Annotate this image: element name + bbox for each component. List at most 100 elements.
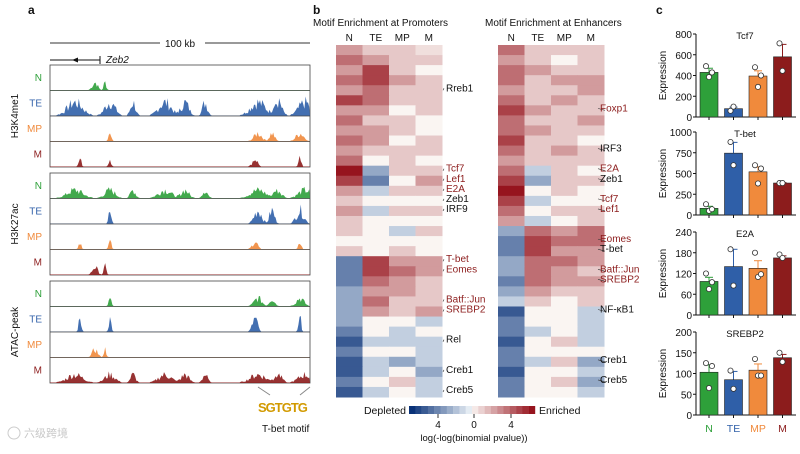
label-connector: [442, 269, 445, 272]
y-tick-label: 120: [675, 270, 692, 281]
heatmap-cell: [524, 135, 552, 147]
heatmap-cell: [362, 135, 390, 147]
heatmap-cell: [498, 356, 525, 368]
heatmap-cell: [498, 236, 525, 247]
panel-letter-c: c: [656, 3, 663, 17]
y-tick-label: 240: [675, 228, 692, 239]
heatmap-cell: [336, 236, 363, 247]
heatmap-cell: [336, 246, 363, 257]
heatmap-cell: [577, 195, 605, 207]
heatmap-cell: [551, 75, 578, 86]
heatmap-cell: [551, 316, 578, 328]
data-point: [752, 64, 759, 71]
legend-tick-label: 0: [471, 420, 477, 431]
y-axis-label: Expression: [658, 349, 669, 398]
label-connector: [442, 88, 445, 91]
heatmap-cell: [336, 55, 363, 66]
heatmap-cell: [336, 386, 363, 398]
heatmap-cell: [415, 165, 443, 177]
heatmap-cell: [389, 105, 416, 116]
motif-label: E2A: [446, 184, 465, 195]
heatmap-cell: [577, 215, 605, 227]
y-tick-label: 0: [686, 211, 692, 222]
data-point: [752, 162, 759, 169]
heatmap-cell: [362, 55, 390, 66]
data-point: [776, 349, 783, 356]
heatmap-cell: [362, 95, 390, 106]
signal-track-te: [50, 204, 310, 224]
y-tick-label: 0: [686, 311, 692, 322]
heatmap-cell: [362, 85, 390, 96]
heatmap-cell: [524, 65, 552, 76]
data-point: [779, 358, 786, 365]
heatmap-column-label: N: [508, 33, 515, 44]
motif-label: E2A: [600, 164, 619, 175]
y-tick-label: 0: [686, 411, 692, 422]
y-tick-label: 800: [675, 30, 692, 41]
heatmap-cell: [498, 135, 525, 147]
bar-te: [724, 266, 743, 316]
legend-color-step: [528, 406, 536, 414]
label-connector: [442, 389, 445, 393]
signal-track-n: [50, 186, 310, 199]
y-tick-label: 250: [675, 190, 692, 201]
signal-track-m: [50, 263, 310, 275]
heatmap-cell: [577, 155, 605, 167]
heatmap-column-label: MP: [395, 33, 410, 44]
heatmap-cell: [389, 195, 416, 207]
motif-label: Tcf7: [600, 194, 619, 205]
motif-label: Lef1: [600, 204, 620, 215]
heatmap-cell: [336, 205, 363, 217]
data-point: [709, 206, 716, 213]
signal-track-n: [50, 296, 310, 307]
heatmap-cell: [577, 105, 605, 116]
signal-track-mp: [50, 132, 310, 142]
heatmap-cell: [415, 75, 443, 86]
heatmap-cell: [415, 125, 443, 137]
heatmap-cell: [551, 145, 578, 157]
heatmap-cell: [389, 55, 416, 66]
data-point: [776, 40, 783, 47]
heatmap-cell: [362, 346, 390, 358]
legend-color-step: [509, 406, 517, 414]
label-connector: [597, 168, 606, 172]
y-tick-label: 180: [675, 249, 692, 260]
heatmap-cell: [498, 155, 525, 167]
y-tick-label: 60: [681, 290, 693, 301]
heatmap-cell: [415, 95, 443, 106]
heatmap-cell: [389, 135, 416, 147]
label-connector: [597, 309, 606, 312]
legend-color-step: [440, 406, 447, 414]
heatmap-cell: [577, 205, 605, 217]
heatmap-cell: [362, 195, 390, 207]
data-point: [779, 67, 786, 74]
heatmap-cell: [389, 115, 416, 126]
heatmap-cell: [551, 175, 578, 187]
y-tick-label: 0: [686, 113, 692, 124]
heatmap-cell: [415, 205, 443, 217]
motif-label: Rreb1: [446, 83, 474, 94]
data-point: [779, 254, 786, 261]
label-connector: [597, 208, 606, 212]
legend-color-step: [459, 406, 466, 414]
data-point: [730, 385, 737, 392]
heatmap-cell: [362, 115, 390, 126]
heatmap-cell: [551, 276, 578, 287]
heatmap-cell: [362, 75, 390, 86]
data-point: [709, 69, 716, 76]
signal-track-m: [50, 155, 310, 167]
heatmap-cell: [336, 296, 363, 307]
heatmap-cell: [362, 175, 390, 187]
data-point: [703, 270, 710, 277]
heatmap-cell: [336, 45, 363, 56]
heatmap-cell: [362, 145, 390, 157]
track-label-te: TE: [29, 99, 42, 110]
motif-label: Zeb1: [446, 194, 469, 205]
heatmap-cell: [524, 175, 552, 187]
legend-color-step: [421, 406, 429, 414]
heatmap-cell: [551, 135, 578, 147]
heatmap-cell: [524, 185, 552, 197]
legend-color-step: [472, 406, 479, 414]
data-point: [758, 72, 765, 79]
